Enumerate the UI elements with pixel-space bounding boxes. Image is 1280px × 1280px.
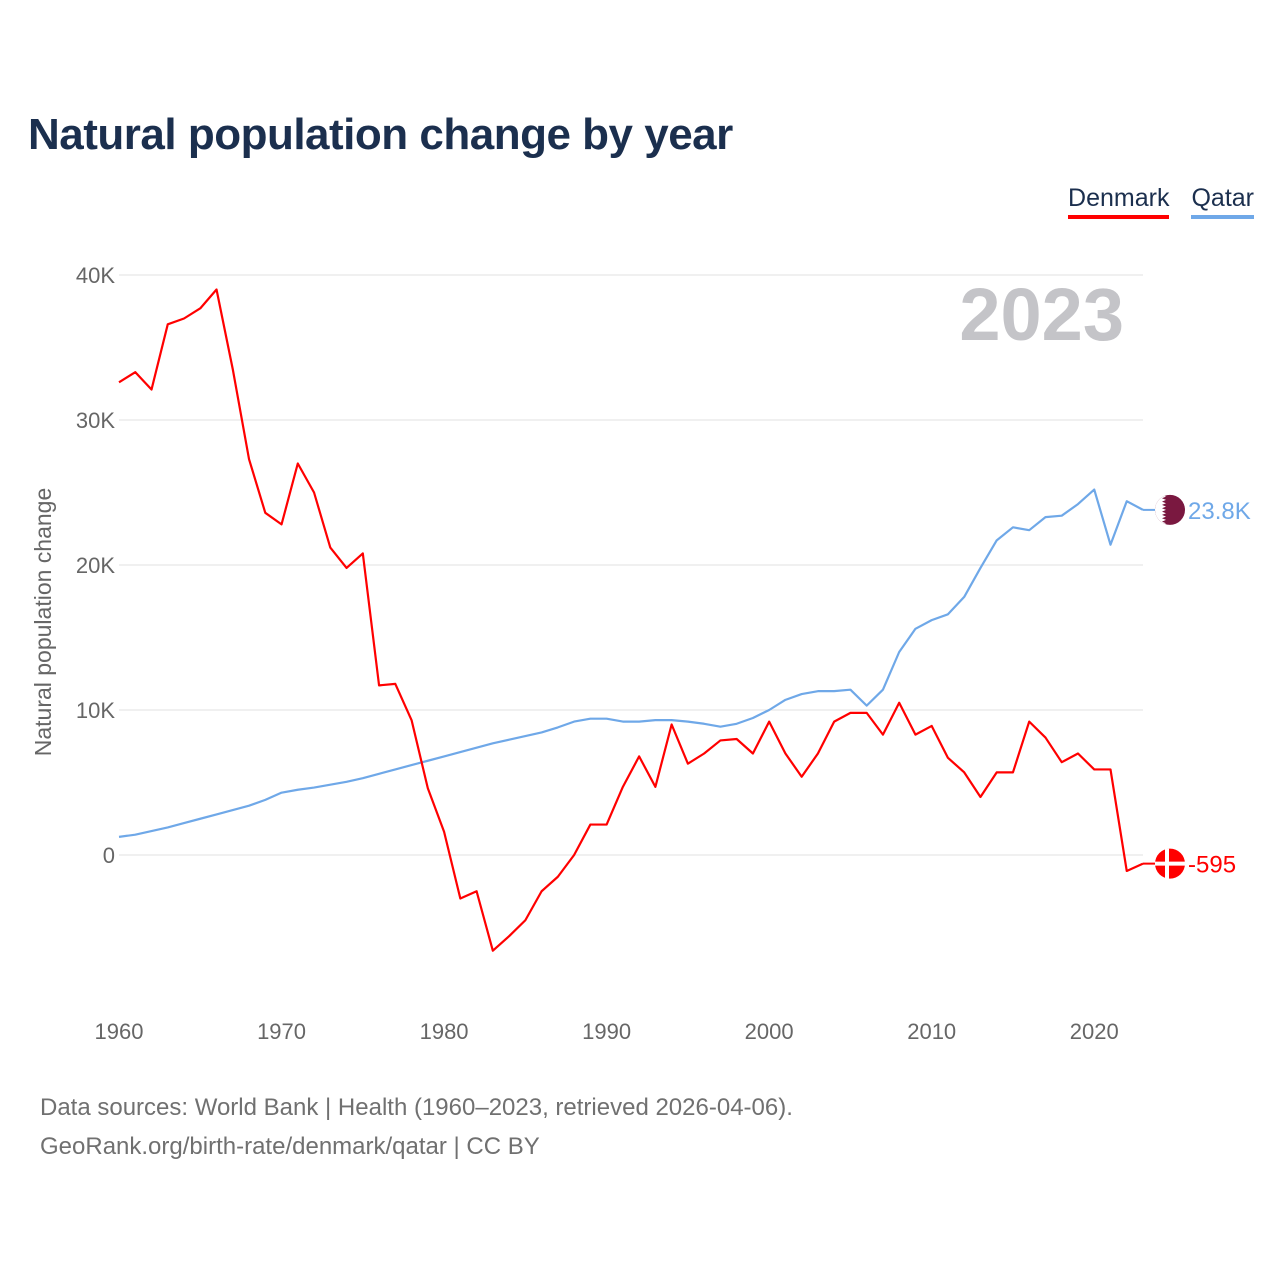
y-tick-label: 10K <box>76 698 115 723</box>
series-line-qatar <box>118 488 1144 838</box>
flag-serration <box>1155 494 1166 525</box>
x-tick-label: 1980 <box>420 1019 469 1044</box>
qatar-flag-icon <box>1155 494 1185 525</box>
source-line-1: Data sources: World Bank | Health (1960–… <box>40 1094 793 1121</box>
y-tick-label: 30K <box>76 408 115 433</box>
year-watermark: 2023 <box>959 273 1124 356</box>
x-tick-label: 1960 <box>95 1019 144 1044</box>
source-note: Data sources: World Bank | Health (1960–… <box>40 1088 793 1166</box>
y-axis-label: Natural population change <box>30 488 56 757</box>
series-line-denmark <box>118 288 1144 952</box>
chart-title: Natural population change by year <box>28 110 733 159</box>
end-value-label-denmark: -595 <box>1188 852 1236 879</box>
y-tick-label: 0 <box>103 843 115 868</box>
flag-cross-v <box>1165 848 1169 879</box>
source-line-2[interactable]: GeoRank.org/birth-rate/denmark/qatar | C… <box>40 1133 540 1160</box>
x-tick-label: 2010 <box>907 1019 956 1044</box>
flag-cross-h <box>1155 861 1185 866</box>
x-tick-label: 1970 <box>257 1019 306 1044</box>
legend-denmark[interactable]: Denmark <box>1068 184 1170 219</box>
denmark-flag-icon <box>1155 848 1185 879</box>
end-value-label-qatar: 23.8K <box>1188 498 1251 525</box>
x-tick-label: 2000 <box>745 1019 794 1044</box>
y-tick-label: 40K <box>76 263 115 288</box>
x-tick-label: 2020 <box>1070 1019 1119 1044</box>
y-tick-label: 20K <box>76 553 115 578</box>
legend-qatar[interactable]: Qatar <box>1191 184 1254 219</box>
legend: Denmark Qatar <box>1068 184 1254 219</box>
x-tick-label: 1990 <box>582 1019 631 1044</box>
